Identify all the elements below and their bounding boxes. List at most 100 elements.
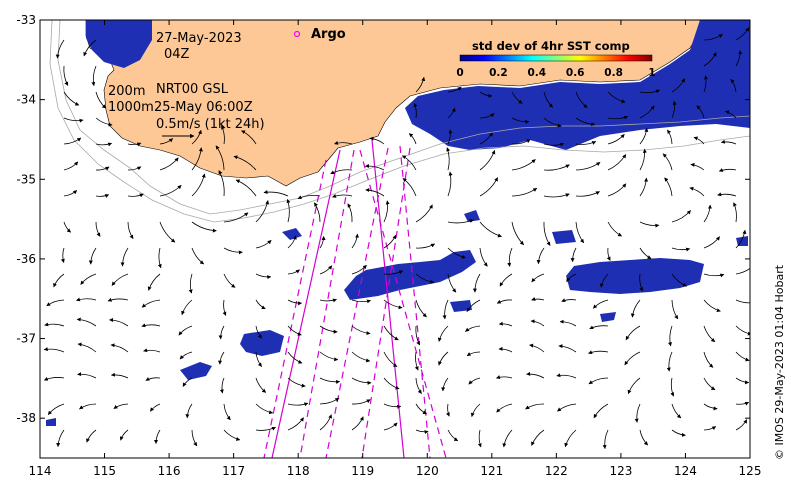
current-vector-arrow	[63, 117, 84, 123]
current-vector-arrow	[287, 402, 309, 407]
current-vector-arrow	[447, 129, 453, 145]
current-vector-arrow	[575, 191, 600, 197]
sst-patch-southwest	[240, 330, 284, 356]
current-vector-arrow	[223, 212, 249, 223]
current-vector-arrow	[401, 155, 417, 171]
current-vector-arrow	[725, 110, 737, 119]
current-vector-arrow	[191, 221, 217, 233]
current-vector-arrow	[639, 429, 649, 446]
current-vector-arrow	[351, 264, 367, 275]
current-vector-arrow	[365, 188, 385, 197]
argo-label: Argo	[311, 27, 346, 42]
current-vector-arrow	[607, 154, 627, 171]
colorbar	[459, 54, 653, 62]
current-vector-arrow	[564, 429, 577, 448]
y-tick-label: -38	[16, 411, 36, 425]
current-vector-arrow	[297, 195, 321, 200]
y-tick-label: -36	[16, 252, 36, 266]
current-vector-arrow	[607, 134, 625, 145]
current-vector-arrow	[145, 377, 161, 381]
current-vector-arrow	[735, 50, 743, 67]
current-vector-arrow	[415, 273, 435, 284]
current-vector-arrow	[575, 141, 597, 145]
current-vector-arrow	[447, 86, 462, 93]
current-vector-arrow	[511, 187, 538, 197]
current-vector-arrow	[77, 342, 97, 353]
current-vector-arrow	[63, 137, 82, 145]
current-vector-arrow	[472, 273, 481, 293]
current-vector-arrow	[107, 297, 129, 302]
current-vector-arrow	[479, 177, 498, 197]
current-vector-arrow	[95, 142, 113, 147]
current-vector-arrow	[415, 299, 427, 318]
current-vector-arrow	[735, 299, 750, 304]
track-dash-4	[325, 147, 389, 458]
current-vector-arrow	[511, 221, 524, 246]
current-vector-arrow	[667, 129, 673, 145]
current-vector-arrow	[383, 325, 399, 341]
current-vector-arrow	[127, 193, 144, 198]
current-vector-arrow	[511, 117, 530, 124]
current-vector-arrow	[351, 299, 371, 304]
current-vector-arrow	[233, 155, 257, 171]
current-vector-arrow	[662, 153, 673, 171]
colorbar-tick-label: 0	[456, 67, 463, 79]
current-vector-arrow	[447, 171, 453, 197]
current-vector-arrow	[319, 265, 333, 275]
y-tick-label: -34	[16, 93, 36, 107]
current-vector-arrow	[447, 219, 474, 224]
current-vector-arrow	[639, 221, 660, 228]
current-vector-arrow	[215, 145, 225, 171]
current-vector-arrow	[181, 299, 193, 316]
current-vector-arrow	[287, 269, 300, 275]
current-vector-arrow	[703, 325, 716, 343]
current-vector-arrow	[60, 247, 65, 263]
current-vector-arrow	[255, 239, 272, 249]
current-vector-arrow	[255, 200, 270, 223]
current-vector-arrow	[263, 190, 289, 197]
current-vector-arrow	[383, 200, 390, 223]
current-vector-arrow	[575, 221, 585, 244]
current-vector-arrow	[347, 203, 353, 223]
current-vector-arrow	[63, 190, 78, 197]
current-vector-arrow	[733, 202, 737, 223]
current-vector-arrow	[511, 139, 531, 145]
current-vector-arrow	[313, 202, 321, 223]
current-vector-arrow	[499, 273, 513, 287]
current-vector-arrow	[110, 343, 129, 353]
sst-patch-small-1	[180, 362, 212, 380]
current-vector-arrow	[415, 429, 429, 435]
current-vector-arrow	[543, 142, 565, 147]
x-axis: 114 115 116 117 118 119 120 121 122 123 124 125	[29, 20, 761, 478]
x-tick-label: 114	[29, 464, 52, 478]
current-vector-arrow	[543, 91, 554, 108]
colorbar-tick-label: 0.6	[566, 67, 585, 79]
current-vector-arrow	[447, 247, 466, 259]
current-vector-arrow	[150, 403, 161, 412]
current-vector-arrow	[639, 127, 649, 145]
current-vector-arrow	[330, 169, 353, 175]
current-vector-arrow	[319, 377, 341, 384]
current-vector-arrow	[437, 325, 449, 342]
current-vector-arrow	[319, 397, 340, 405]
track-dash-5	[361, 147, 411, 458]
current-vector-arrow	[351, 351, 371, 363]
current-vector-arrow	[671, 273, 688, 287]
colorbar-tick-label: 0.2	[489, 67, 508, 79]
current-vector-arrow	[447, 429, 459, 442]
current-vector-arrow	[383, 377, 400, 390]
current-vector-arrow	[319, 298, 337, 303]
current-vector-arrow	[191, 147, 203, 171]
current-vector-arrow	[287, 325, 302, 336]
current-vector-arrow	[566, 273, 577, 282]
sst-patch-small-8	[736, 236, 748, 246]
current-vector-arrow	[383, 270, 403, 275]
current-vector-arrow	[531, 429, 545, 446]
current-vector-arrow	[109, 317, 129, 327]
current-vector-arrow	[191, 429, 198, 447]
current-vector-arrow	[670, 377, 675, 397]
current-vector-arrow	[113, 403, 129, 409]
current-vectors	[43, 27, 750, 450]
current-vector-arrow	[470, 403, 481, 418]
land-mass	[85, 20, 703, 187]
